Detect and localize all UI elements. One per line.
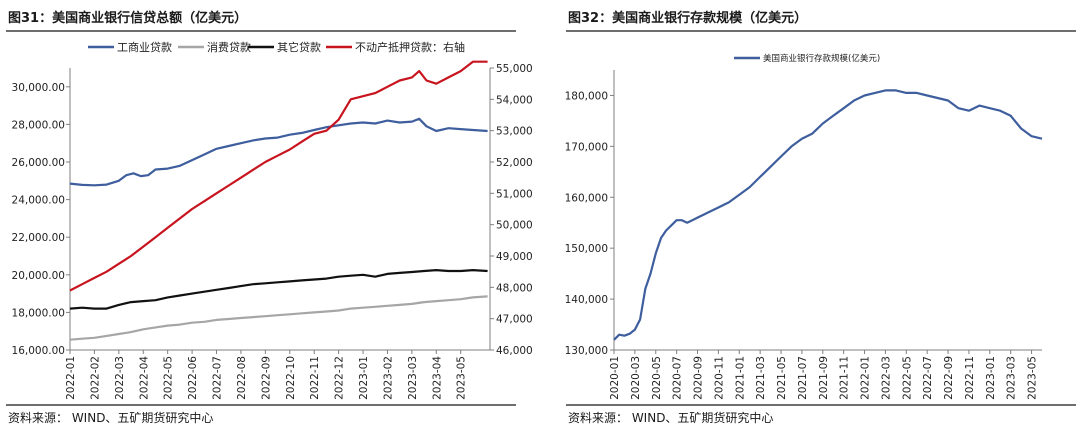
x-tick-label: 2023-02	[382, 356, 394, 400]
left-chart-svg: 16,000.00 18,000.00 20,000.00 22,000.00 24,0…	[12, 40, 533, 400]
left-source-note: 资料来源： WIND、五矿期货研究中心	[8, 411, 214, 425]
y-right-tick-label: 47,000	[496, 314, 533, 326]
x-tick-label: 2022-03	[114, 356, 126, 400]
right-top-rule	[566, 30, 1076, 32]
left-figure-title: 图31：美国商业银行信贷总额（亿美元）	[8, 11, 248, 26]
legend-label-0: 工商业贷款	[117, 40, 172, 54]
x-tick-label: 2022-03	[880, 356, 892, 400]
y-tick-label: 160,000	[565, 192, 608, 204]
y-right-tick-label: 51,000	[496, 188, 533, 200]
series-line-3	[69, 60, 488, 292]
right-figure-title: 图32：美国商业银行存款规模（亿美元）	[568, 11, 808, 26]
left-top-rule	[6, 30, 516, 32]
series-line-2	[69, 269, 488, 310]
x-tick-label: 2022-05	[901, 356, 913, 400]
x-tick-label: 2022-11	[964, 356, 976, 400]
y-left-tick-label: 28,000.00	[12, 119, 65, 131]
x-tick-label: 2021-07	[797, 356, 809, 400]
right-bottom-rule	[566, 404, 1076, 406]
x-tick-label: 2021-09	[818, 356, 830, 400]
left-chart-panel: 图31：美国商业银行信贷总额（亿美元） 16,000.00 18,000.00 20…	[0, 0, 533, 430]
y-tick-label: 130,000	[565, 345, 608, 357]
y-left-tick-label: 20,000.00	[12, 270, 65, 282]
x-tick-label: 2020-11	[713, 356, 725, 400]
y-tick-label: 150,000	[565, 243, 608, 255]
x-tick-label: 2022-07	[212, 356, 224, 400]
y-left-tick-label: 26,000.00	[12, 157, 65, 169]
right-chart-panel: 图32：美国商业银行存款规模（亿美元） 130,000 140,000 150,00…	[560, 0, 1080, 430]
x-tick-label: 2022-06	[187, 356, 199, 400]
x-tick-label: 2022-10	[285, 356, 297, 400]
y-left-tick-label: 22,000.00	[12, 232, 65, 244]
y-right-tick-label: 50,000	[496, 220, 533, 232]
legend-label-3: 不动产抵押贷款：右轴	[355, 40, 465, 54]
y-right-tick-label: 54,000	[496, 94, 533, 106]
left-bottom-rule	[6, 404, 516, 406]
y-right-tick-label: 49,000	[496, 251, 533, 263]
y-right-tick-label: 55,000	[496, 63, 533, 75]
y-tick-label: 180,000	[565, 90, 608, 102]
legend-label-2: 其它贷款	[277, 40, 321, 54]
x-tick-label: 2022-09	[943, 356, 955, 400]
y-right-tick-label: 46,000	[496, 345, 533, 357]
y-right-tick-label: 53,000	[496, 126, 533, 138]
right-source-note: 资料来源： WIND、五矿期货研究中心	[568, 411, 774, 425]
legend-label-0: 美国商业银行存款规模(亿美元)	[763, 53, 880, 64]
x-tick-label: 2023-01	[985, 356, 997, 400]
x-tick-label: 2021-01	[734, 356, 746, 400]
x-tick-label: 2022-08	[236, 356, 248, 400]
x-tick-label: 2020-01	[609, 356, 621, 400]
x-tick-label: 2023-03	[407, 356, 419, 400]
x-tick-label: 2022-01	[860, 356, 872, 400]
x-tick-label: 2020-03	[630, 356, 642, 400]
y-tick-label: 140,000	[565, 294, 608, 306]
x-tick-label: 2022-05	[163, 356, 175, 400]
x-tick-label: 2023-05	[1027, 356, 1039, 400]
y-right-tick-label: 48,000	[496, 282, 533, 294]
series-line-0	[69, 117, 488, 187]
x-tick-label: 2020-05	[651, 356, 663, 400]
x-tick-label: 2021-11	[839, 356, 851, 400]
x-tick-label: 2022-12	[334, 356, 346, 400]
x-tick-label: 2022-09	[260, 356, 272, 400]
y-left-tick-label: 16,000.00	[12, 345, 65, 357]
x-tick-label: 2023-05	[456, 356, 468, 400]
series-line-1	[69, 295, 488, 341]
x-tick-label: 2020-07	[672, 356, 684, 400]
y-tick-label: 170,000	[565, 141, 608, 153]
x-tick-label: 2023-03	[1006, 356, 1018, 400]
y-left-tick-label: 30,000.00	[12, 82, 65, 94]
x-tick-label: 2023-01	[358, 356, 370, 400]
x-tick-label: 2023-04	[431, 356, 443, 400]
x-tick-label: 2020-09	[693, 356, 705, 400]
y-left-tick-label: 24,000.00	[12, 195, 65, 207]
legend-label-1: 消费贷款	[207, 40, 251, 54]
x-tick-label: 2022-07	[922, 356, 934, 400]
x-tick-label: 2022-04	[138, 356, 150, 400]
series-line-0	[613, 89, 1043, 341]
y-right-tick-label: 52,000	[496, 157, 533, 169]
x-tick-label: 2022-11	[309, 356, 321, 400]
right-chart-svg: 130,000 140,000 150,000 160,000 170,000 180,0…	[565, 53, 1043, 400]
x-tick-label: 2022-01	[65, 356, 77, 400]
x-tick-label: 2021-03	[755, 356, 767, 400]
x-tick-label: 2021-05	[776, 356, 788, 400]
x-tick-label: 2022-02	[89, 356, 101, 400]
y-left-tick-label: 18,000.00	[12, 307, 65, 319]
